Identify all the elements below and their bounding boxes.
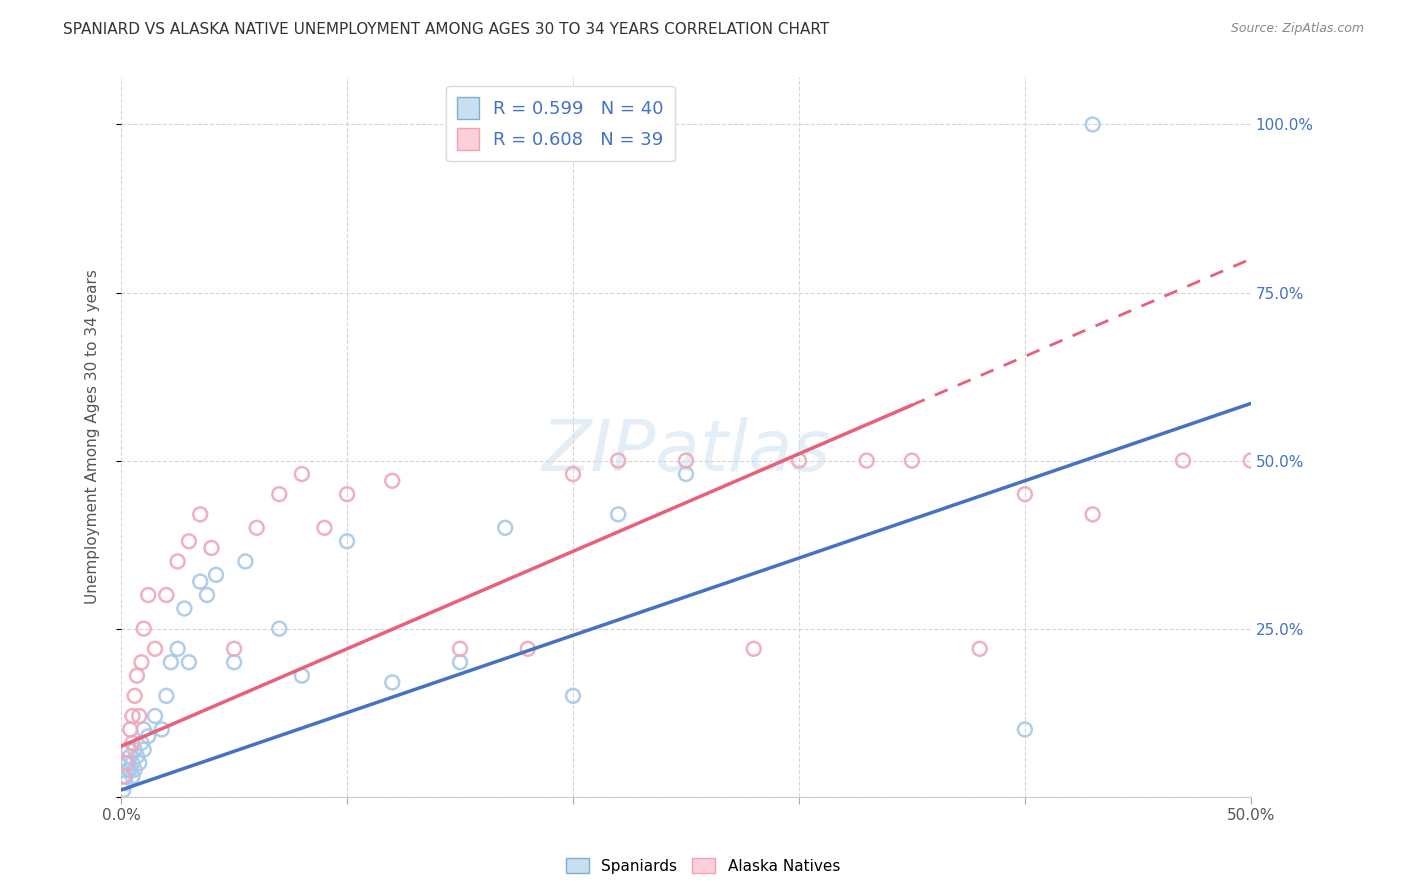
- Point: [224, 655, 246, 669]
- Point: [150, 723, 173, 737]
- Point: [117, 756, 139, 770]
- Text: Source: ZipAtlas.com: Source: ZipAtlas.com: [1230, 22, 1364, 36]
- Point: [516, 641, 538, 656]
- Point: [1014, 723, 1036, 737]
- Point: [125, 668, 148, 682]
- Point: [188, 508, 211, 522]
- Point: [112, 783, 135, 797]
- Point: [675, 453, 697, 467]
- Point: [177, 534, 200, 549]
- Point: [200, 541, 222, 555]
- Point: [224, 641, 246, 656]
- Point: [449, 655, 471, 669]
- Y-axis label: Unemployment Among Ages 30 to 34 years: Unemployment Among Ages 30 to 34 years: [86, 269, 100, 605]
- Point: [607, 508, 630, 522]
- Point: [562, 467, 585, 481]
- Point: [381, 474, 404, 488]
- Point: [117, 763, 139, 777]
- Point: [120, 763, 142, 777]
- Point: [787, 453, 810, 467]
- Point: [117, 742, 139, 756]
- Point: [449, 641, 471, 656]
- Point: [132, 723, 155, 737]
- Point: [173, 601, 195, 615]
- Point: [112, 770, 135, 784]
- Point: [136, 729, 159, 743]
- Point: [1240, 453, 1263, 467]
- Point: [114, 770, 136, 784]
- Point: [381, 675, 404, 690]
- Point: [235, 554, 257, 568]
- Point: [314, 521, 336, 535]
- Point: [155, 689, 177, 703]
- Point: [205, 567, 228, 582]
- Point: [901, 453, 924, 467]
- Point: [607, 453, 630, 467]
- Point: [120, 749, 142, 764]
- Point: [675, 467, 697, 481]
- Point: [336, 534, 359, 549]
- Point: [124, 763, 146, 777]
- Point: [124, 689, 146, 703]
- Text: ZIPatlas: ZIPatlas: [541, 417, 831, 486]
- Point: [125, 749, 148, 764]
- Point: [128, 756, 150, 770]
- Point: [143, 709, 166, 723]
- Point: [269, 487, 291, 501]
- Point: [1081, 118, 1104, 132]
- Point: [121, 709, 143, 723]
- Point: [114, 776, 136, 790]
- Point: [128, 709, 150, 723]
- Point: [120, 723, 142, 737]
- Point: [155, 588, 177, 602]
- Point: [855, 453, 877, 467]
- Point: [160, 655, 183, 669]
- Point: [291, 467, 314, 481]
- Point: [131, 655, 153, 669]
- Point: [136, 588, 159, 602]
- Point: [269, 622, 291, 636]
- Point: [124, 742, 146, 756]
- Point: [1081, 508, 1104, 522]
- Point: [969, 641, 991, 656]
- Point: [166, 554, 188, 568]
- Point: [132, 622, 155, 636]
- Point: [131, 736, 153, 750]
- Point: [1171, 453, 1194, 467]
- Point: [121, 770, 143, 784]
- Point: [143, 641, 166, 656]
- Point: [121, 756, 143, 770]
- Point: [494, 521, 516, 535]
- Point: [177, 655, 200, 669]
- Point: [246, 521, 269, 535]
- Point: [166, 641, 188, 656]
- Text: SPANIARD VS ALASKA NATIVE UNEMPLOYMENT AMONG AGES 30 TO 34 YEARS CORRELATION CHA: SPANIARD VS ALASKA NATIVE UNEMPLOYMENT A…: [63, 22, 830, 37]
- Point: [188, 574, 211, 589]
- Legend: R = 0.599   N = 40, R = 0.608   N = 39: R = 0.599 N = 40, R = 0.608 N = 39: [447, 87, 675, 161]
- Point: [114, 756, 136, 770]
- Point: [132, 742, 155, 756]
- Point: [195, 588, 218, 602]
- Point: [562, 689, 585, 703]
- Point: [291, 668, 314, 682]
- Point: [1014, 487, 1036, 501]
- Point: [336, 487, 359, 501]
- Point: [742, 641, 765, 656]
- Legend: Spaniards, Alaska Natives: Spaniards, Alaska Natives: [560, 852, 846, 880]
- Point: [121, 736, 143, 750]
